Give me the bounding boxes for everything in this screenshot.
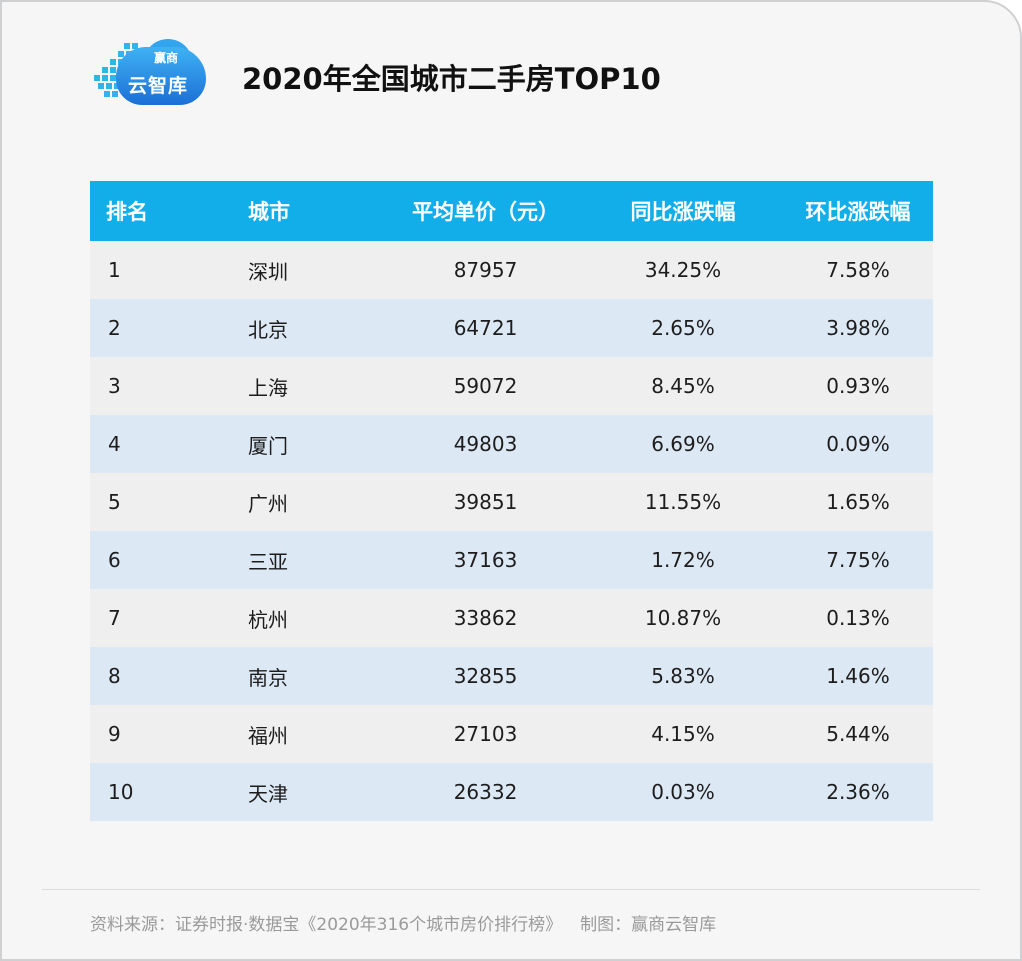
brand-logo: 赢商 云智库	[94, 39, 208, 105]
cell-yoy: 1.72%	[583, 531, 783, 589]
table-row: 5 广州 39851 11.55% 1.65%	[90, 473, 933, 531]
cell-avg-price: 87957	[388, 241, 583, 299]
cell-avg-price: 32855	[388, 647, 583, 705]
cell-city: 天津	[226, 763, 388, 821]
logo-text-top: 赢商	[154, 51, 179, 65]
logo-text-main: 云智库	[128, 75, 189, 97]
col-header-city: 城市	[226, 181, 388, 241]
cell-rank: 5	[90, 473, 226, 531]
table-row: 10 天津 26332 0.03% 2.36%	[90, 763, 933, 821]
footer: 资料来源：证券时报·数据宝《2020年316个城市房价排行榜》 制图：赢商云智库	[90, 910, 716, 935]
cell-yoy: 5.83%	[583, 647, 783, 705]
cell-avg-price: 39851	[388, 473, 583, 531]
cell-mom: 0.93%	[783, 357, 933, 415]
cell-mom: 1.65%	[783, 473, 933, 531]
source-note: 资料来源：证券时报·数据宝《2020年316个城市房价排行榜》	[90, 915, 563, 935]
cell-rank: 2	[90, 299, 226, 357]
cell-yoy: 34.25%	[583, 241, 783, 299]
cell-rank: 8	[90, 647, 226, 705]
cell-rank: 4	[90, 415, 226, 473]
table-row: 7 杭州 33862 10.87% 0.13%	[90, 589, 933, 647]
cell-yoy: 8.45%	[583, 357, 783, 415]
cell-avg-price: 26332	[388, 763, 583, 821]
cell-city: 北京	[226, 299, 388, 357]
cell-avg-price: 33862	[388, 589, 583, 647]
cell-rank: 10	[90, 763, 226, 821]
cell-rank: 1	[90, 241, 226, 299]
cell-mom: 2.36%	[783, 763, 933, 821]
cell-city: 厦门	[226, 415, 388, 473]
cell-rank: 6	[90, 531, 226, 589]
cell-rank: 7	[90, 589, 226, 647]
cell-mom: 3.98%	[783, 299, 933, 357]
col-header-mom: 环比涨跌幅	[783, 181, 933, 241]
cell-city: 南京	[226, 647, 388, 705]
table-row: 2 北京 64721 2.65% 3.98%	[90, 299, 933, 357]
cell-avg-price: 64721	[388, 299, 583, 357]
cell-mom: 0.09%	[783, 415, 933, 473]
cell-city: 三亚	[226, 531, 388, 589]
cell-avg-price: 37163	[388, 531, 583, 589]
table-row: 8 南京 32855 5.83% 1.46%	[90, 647, 933, 705]
cell-mom: 0.13%	[783, 589, 933, 647]
cell-yoy: 11.55%	[583, 473, 783, 531]
cell-yoy: 2.65%	[583, 299, 783, 357]
cell-city: 上海	[226, 357, 388, 415]
cell-rank: 9	[90, 705, 226, 763]
credit-note: 制图：赢商云智库	[580, 915, 717, 935]
table-row: 3 上海 59072 8.45% 0.93%	[90, 357, 933, 415]
col-header-yoy: 同比涨跌幅	[583, 181, 783, 241]
table-row: 1 深圳 87957 34.25% 7.58%	[90, 241, 933, 299]
col-header-avg-price: 平均单价（元）	[388, 181, 583, 241]
footer-divider	[42, 889, 980, 890]
cell-city: 广州	[226, 473, 388, 531]
cell-city: 深圳	[226, 241, 388, 299]
cell-avg-price: 49803	[388, 415, 583, 473]
cell-yoy: 10.87%	[583, 589, 783, 647]
cell-yoy: 0.03%	[583, 763, 783, 821]
table-row: 9 福州 27103 4.15% 5.44%	[90, 705, 933, 763]
cell-yoy: 4.15%	[583, 705, 783, 763]
cell-mom: 1.46%	[783, 647, 933, 705]
cell-city: 杭州	[226, 589, 388, 647]
table-row: 4 厦门 49803 6.69% 0.09%	[90, 415, 933, 473]
cell-mom: 7.58%	[783, 241, 933, 299]
table-row: 6 三亚 37163 1.72% 7.75%	[90, 531, 933, 589]
cell-mom: 7.75%	[783, 531, 933, 589]
cell-rank: 3	[90, 357, 226, 415]
col-header-rank: 排名	[90, 181, 226, 241]
cell-avg-price: 59072	[388, 357, 583, 415]
cell-mom: 5.44%	[783, 705, 933, 763]
cell-yoy: 6.69%	[583, 415, 783, 473]
chart-title: 2020年全国城市二手房TOP10	[242, 62, 661, 96]
ranking-table: 排名 城市 平均单价（元） 同比涨跌幅 环比涨跌幅 1 深圳 87957 34.25%…	[90, 181, 933, 821]
cell-city: 福州	[226, 705, 388, 763]
table-header-row: 排名 城市 平均单价（元） 同比涨跌幅 环比涨跌幅	[90, 181, 933, 241]
cell-avg-price: 27103	[388, 705, 583, 763]
